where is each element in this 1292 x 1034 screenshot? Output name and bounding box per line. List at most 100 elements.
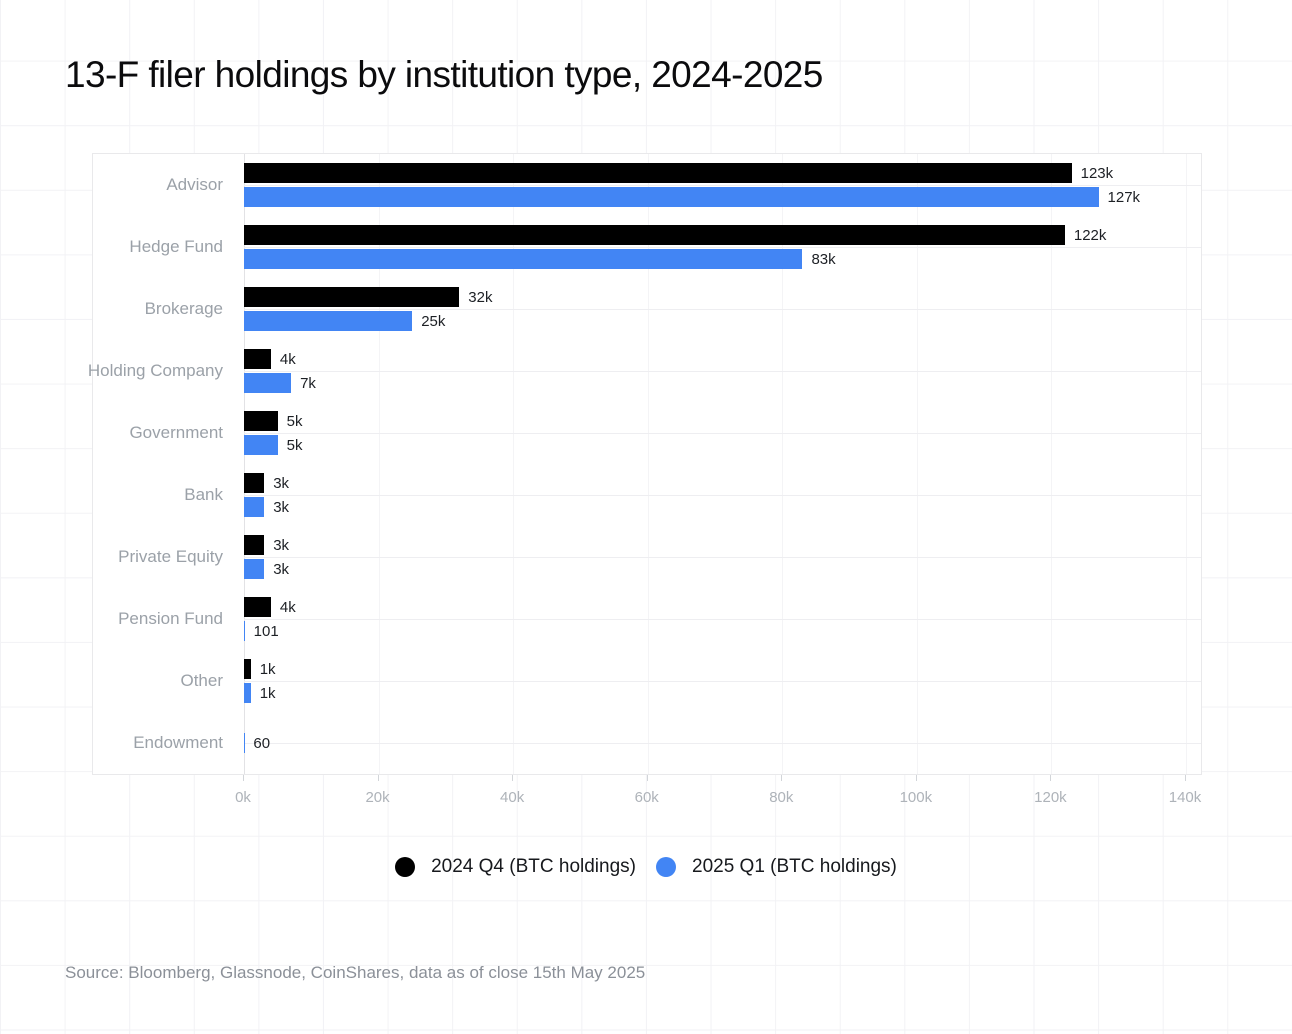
legend-item-2024-q4[interactable]: 2024 Q4 (BTC holdings) <box>395 856 636 878</box>
bar-line: 3k <box>244 559 1201 579</box>
x-tick-label: 100k <box>899 789 933 806</box>
bar-2025-q1 <box>244 435 278 455</box>
row-gridline <box>244 495 1201 496</box>
bar-2025-q1 <box>244 249 803 269</box>
bar-2025-q1 <box>244 683 251 703</box>
bar-line: 25k <box>244 311 1201 331</box>
bar-line: 123k <box>244 163 1201 183</box>
x-gridline <box>782 154 784 774</box>
bar-value-label: 5k <box>286 436 303 454</box>
bar-rows: Advisor 123k 127k Hedge Fund 122k 83k Brokerag… <box>87 154 1201 774</box>
category-row: Advisor 123k 127k <box>93 154 1201 216</box>
chart-title: 13-F filer holdings by institution type,… <box>65 54 823 95</box>
category-label: Government <box>129 423 223 442</box>
x-tick-label: 20k <box>365 789 390 806</box>
bar-2025-q1 <box>244 559 265 579</box>
bar-line: 1k <box>244 683 1201 703</box>
category-row: Holding Company 4k 7k <box>87 340 1201 402</box>
x-tick-label: 40k <box>500 789 525 806</box>
plot-area: Advisor 123k 127k Hedge Fund 122k 83k Brokerag… <box>87 153 1202 775</box>
bar-2024-q4 <box>244 659 251 679</box>
category-row: Brokerage 32k 25k <box>93 278 1201 340</box>
bar-line: 3k <box>244 497 1201 517</box>
bar-line: 127k <box>244 187 1201 207</box>
x-gridline <box>513 154 515 774</box>
bar-group: 32k 25k <box>244 278 1201 340</box>
x-tick-label: 80k <box>769 789 794 806</box>
bar-value-label: 4k <box>279 350 296 368</box>
bar-group: 3k 3k <box>244 526 1201 588</box>
category-row: Bank 3k 3k <box>93 464 1201 526</box>
bar-line: 5k <box>244 435 1201 455</box>
category-row: Hedge Fund 122k 83k <box>93 216 1201 278</box>
x-tick-mark <box>512 775 514 781</box>
bar-line: 122k <box>244 225 1201 245</box>
x-gridline <box>1051 154 1053 774</box>
bar-line: 1k <box>244 659 1201 679</box>
x-gridline <box>1186 154 1187 774</box>
legend-swatch-icon <box>395 857 416 877</box>
x-tick-label: 0k <box>235 789 251 806</box>
row-gridline <box>244 309 1201 310</box>
bar-value-label: 3k <box>273 474 290 492</box>
bar-line: 7k <box>244 373 1201 393</box>
x-tick-mark <box>377 775 379 781</box>
legend-label: 2024 Q4 (BTC holdings) <box>431 856 636 877</box>
row-gridline <box>244 247 1201 248</box>
bar-line: 83k <box>244 249 1201 269</box>
bar-value-label: 32k <box>468 288 493 306</box>
bar-line: 60 <box>244 733 1201 753</box>
row-gridline <box>244 743 1201 744</box>
x-gridline <box>647 154 649 774</box>
bar-line: 3k <box>244 473 1201 493</box>
bar-value-label: 122k <box>1073 226 1107 244</box>
legend-label: 2025 Q1 (BTC holdings) <box>692 856 897 877</box>
x-tick-label: 120k <box>1034 789 1067 806</box>
bar-value-label: 25k <box>421 312 446 330</box>
x-gridline <box>916 154 918 774</box>
legend-item-2025-q1[interactable]: 2025 Q1 (BTC holdings) <box>656 856 897 878</box>
row-gridline <box>244 619 1201 620</box>
x-tick-label: 60k <box>634 789 659 806</box>
bar-line: 32k <box>244 287 1201 307</box>
bar-value-label: 123k <box>1080 164 1114 182</box>
bar-line: 3k <box>244 535 1201 555</box>
category-row: Endowment 60 <box>93 712 1201 774</box>
bar-2025-q1 <box>244 187 1099 207</box>
x-axis: 0k 20k 40k 60k 80k 100k 120k 140k <box>92 775 1202 819</box>
category-row: Other 1k 1k <box>93 650 1201 712</box>
category-row: Pension Fund 4k 101 <box>93 588 1201 650</box>
bar-value-label: 4k <box>279 598 296 616</box>
legend: 2024 Q4 (BTC holdings) 2025 Q1 (BTC holdi… <box>0 851 1292 883</box>
x-tick-mark <box>915 775 917 781</box>
bar-2024-q4 <box>244 473 265 493</box>
bar-line: 4k <box>244 597 1201 617</box>
bar-2024-q4 <box>244 225 1065 245</box>
bar-group: 60 <box>244 712 1201 774</box>
bar-group: 1k 1k <box>244 650 1201 712</box>
bar-2024-q4 <box>244 411 278 431</box>
bar-group: 5k 5k <box>244 402 1201 464</box>
bar-value-label: 60 <box>253 734 271 752</box>
category-label: Endowment <box>133 733 223 752</box>
bar-2024-q4 <box>244 349 271 369</box>
bar-group: 4k 101 <box>244 588 1201 650</box>
bar-2024-q4 <box>244 535 265 555</box>
category-label: Advisor <box>166 175 223 194</box>
bar-2025-q1 <box>244 311 413 331</box>
bar-value-label: 5k <box>286 412 303 430</box>
legend-swatch-icon <box>656 857 676 877</box>
bar-2025-q1 <box>244 373 292 393</box>
bar-value-label: 3k <box>273 498 290 516</box>
category-label: Hedge Fund <box>129 237 223 256</box>
bar-value-label: 83k <box>811 250 836 268</box>
bar-value-label: 101 <box>253 622 279 640</box>
x-tick-mark <box>243 775 244 781</box>
row-gridline <box>244 433 1201 434</box>
category-label: Holding Company <box>87 361 223 380</box>
category-label: Other <box>180 671 223 690</box>
category-label: Brokerage <box>144 299 223 318</box>
bar-group: 3k 3k <box>244 464 1201 526</box>
bar-value-label: 3k <box>273 560 290 578</box>
